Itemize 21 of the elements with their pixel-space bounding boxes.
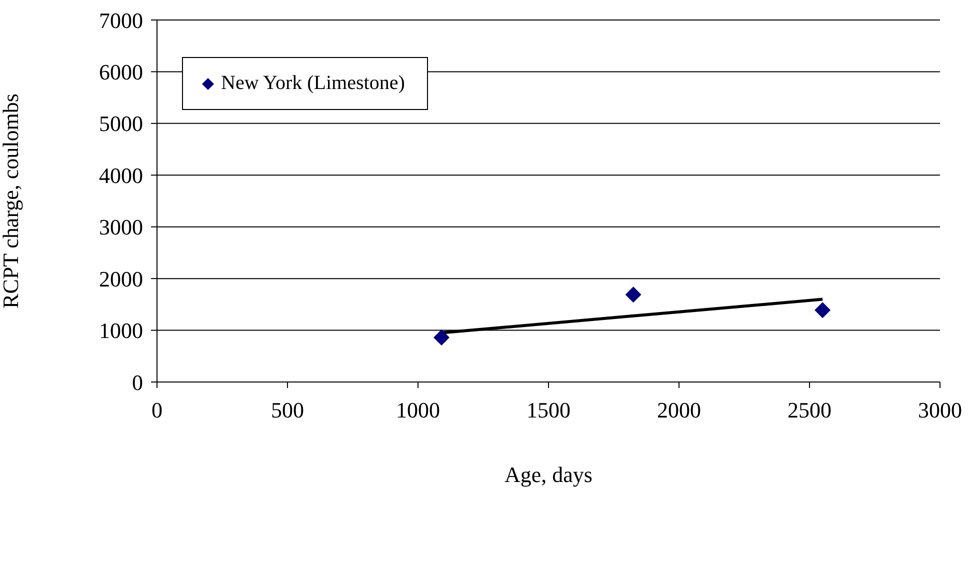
x-tick-label: 3000 [918,398,962,423]
y-tick-label: 1000 [99,318,143,344]
x-tick-label: 500 [271,398,304,423]
legend-label: New York (Limestone) [221,72,405,95]
x-axis-title: Age, days [504,462,592,487]
point [625,286,642,303]
y-tick-label: 3000 [99,214,143,240]
x-tick-label: 2500 [788,398,832,423]
x-tick-label: 2000 [657,398,701,423]
y-tick-label: 0 [132,370,143,395]
y-tick-label: 5000 [99,111,143,136]
x-tick-label: 1500 [526,398,570,423]
y-axis-title: RCPT charge, coulombs [0,94,23,308]
point [433,330,450,346]
x-tick-label: 1000 [396,398,440,423]
point [814,302,831,318]
x-tick-label: 0 [152,398,162,423]
y-tick-label: 4000 [99,162,143,188]
y-tick-label: 2000 [99,266,143,292]
y-tick-label: 7000 [99,8,143,33]
y-tick-label: 6000 [99,60,143,85]
